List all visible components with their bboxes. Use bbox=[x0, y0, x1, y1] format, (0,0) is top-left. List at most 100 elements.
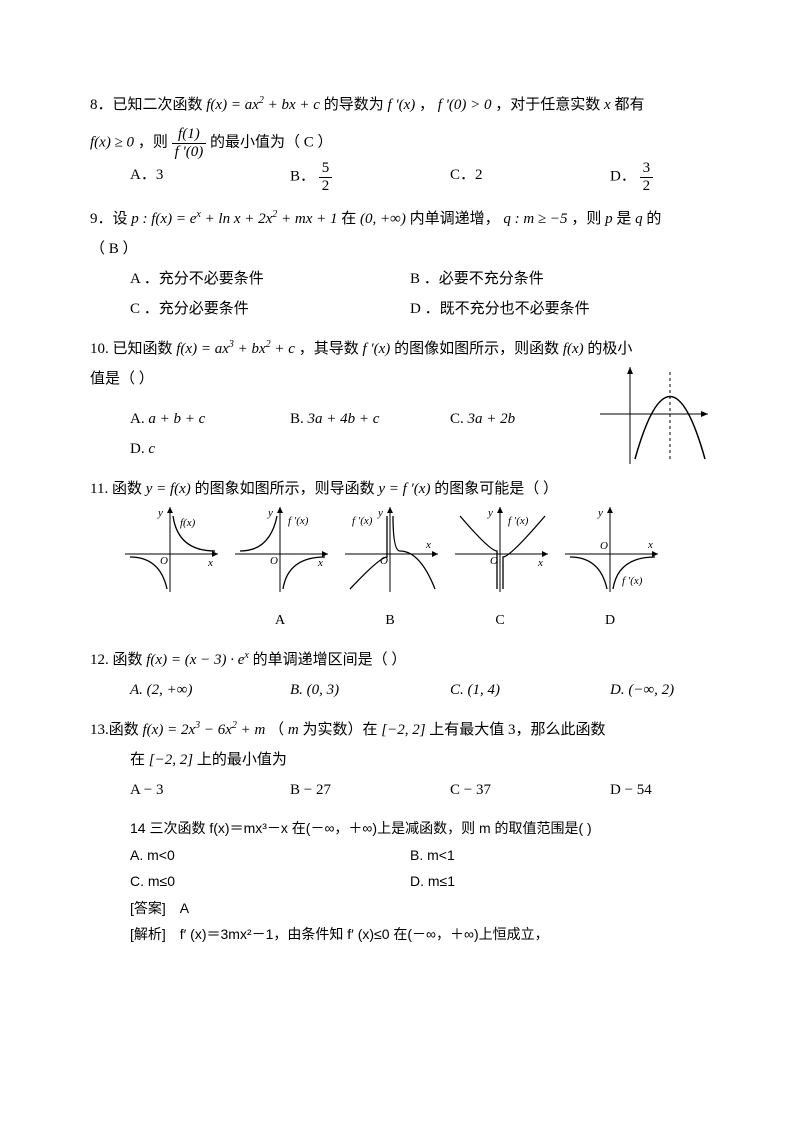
q11-graph-c: f ′(x) O x y bbox=[450, 504, 550, 594]
q12-expr: f(x) = (x − 3) · e bbox=[146, 652, 244, 668]
q8-choice-b-label: B． bbox=[290, 168, 315, 184]
q11-graph-b: f ′(x) O x y bbox=[340, 504, 440, 594]
q10c-v: 3a + 2b bbox=[468, 411, 516, 427]
q10-choices: A. a + b + c B. 3a + 4b + c C. 3a + 2b D… bbox=[90, 404, 590, 464]
q10c-l: C. bbox=[450, 411, 468, 427]
q10-fprime: f ′(x) bbox=[362, 341, 390, 357]
q13-line2a: 在 bbox=[130, 752, 149, 768]
q14-text: 14 三次函数 f(x)＝mx³－x 在(－∞，＋∞)上是减函数，则 m 的取值… bbox=[130, 815, 710, 842]
q8-choice-a-label: A． bbox=[130, 167, 156, 183]
q10-text-d: 的极小 bbox=[587, 341, 632, 357]
q13-text-b: （ bbox=[269, 722, 288, 738]
q11-expr1: y = f(x) bbox=[146, 481, 191, 497]
q10-text-b: ，其导数 bbox=[299, 341, 363, 357]
q11-graphs: f(x) O x y f ′(x) O x y A bbox=[90, 504, 710, 635]
q8-expr1: f(x) = ax bbox=[206, 97, 259, 113]
svg-text:x: x bbox=[537, 557, 543, 569]
q9-line2: （ B ） bbox=[90, 234, 710, 264]
svg-text:x: x bbox=[647, 539, 653, 551]
q8-choice-d-label: D． bbox=[610, 168, 636, 184]
q8-choice-a-val: 3 bbox=[156, 167, 164, 183]
q8-text-c: ， bbox=[419, 97, 438, 113]
q13-mvar: m bbox=[288, 722, 299, 738]
svg-text:y: y bbox=[267, 507, 273, 519]
question-13: 13.函数 f(x) = 2x3 − 6x2 + m （ m 为实数）在 [−2… bbox=[90, 715, 710, 805]
q9-text-a: 9．设 bbox=[90, 211, 131, 227]
q13-choice-b: B − 27 bbox=[290, 775, 390, 805]
q10-expr-c: + c bbox=[271, 341, 295, 357]
q8-text-a: 8．已知二次函数 bbox=[90, 97, 206, 113]
q8-line2c: 的最小值为（ C ） bbox=[210, 134, 333, 150]
q10a-l: A. bbox=[130, 411, 148, 427]
q8-line2b: ，则 bbox=[138, 134, 172, 150]
q8-choice-b-den: 2 bbox=[319, 178, 333, 195]
q8-choice-b-num: 5 bbox=[319, 160, 333, 178]
q12-choice-a: A. (2, +∞) bbox=[130, 675, 230, 705]
q11-text-a: 11. 函数 bbox=[90, 481, 146, 497]
q10-parabola-graph bbox=[600, 364, 710, 464]
q13-expr: f(x) = 2x bbox=[143, 722, 196, 738]
q13-exprb: − 6x bbox=[200, 722, 232, 738]
q10-text-c: 的图像如图所示，则函数 bbox=[394, 341, 563, 357]
q14-choice-b: B. m<1 bbox=[410, 842, 630, 869]
q8-text-b: 的导数为 bbox=[324, 97, 388, 113]
q12-choice-b: B. (0, 3) bbox=[290, 675, 390, 705]
q8-line2a: f(x) ≥ 0 bbox=[90, 134, 134, 150]
question-12: 12. 函数 f(x) = (x − 3) · ex 的单调递增区间是（ ） A… bbox=[90, 645, 710, 705]
q9-q-label: q : m ≥ −5 bbox=[503, 211, 567, 227]
svg-text:f ′(x): f ′(x) bbox=[352, 515, 373, 527]
q8-expr3: f '(0) > 0 bbox=[438, 97, 492, 113]
q13-line2-int: [−2, 2] bbox=[149, 752, 193, 768]
svg-text:f ′(x): f ′(x) bbox=[288, 515, 309, 527]
q14-choice-d: D. m≤1 bbox=[410, 868, 630, 895]
svg-text:y: y bbox=[597, 507, 603, 519]
q13-text-c: 为实数）在 bbox=[302, 722, 381, 738]
q14-choices: A. m<0 B. m<1 C. m≤0 D. m≤1 bbox=[130, 842, 710, 895]
question-8: 8．已知二次函数 f(x) = ax 2 + bx + c 的导数为 f '(x)… bbox=[90, 90, 710, 194]
question-11: 11. 函数 y = f(x) 的图象如图所示，则导函数 y = f ′(x) … bbox=[90, 474, 710, 635]
q11-text-b: 的图象如图所示，则导函数 bbox=[195, 481, 379, 497]
q11-label-d: D bbox=[560, 607, 660, 635]
q8-choice-d-num: 3 bbox=[640, 160, 654, 178]
q9-choice-d: D ．既不充分也不必要条件 bbox=[410, 294, 630, 324]
q9-choice-a: A ．充分不必要条件 bbox=[130, 264, 350, 294]
q14-choice-a: A. m<0 bbox=[130, 842, 350, 869]
q8-expr1b: + bx + c bbox=[264, 97, 320, 113]
q13-line2b: 上的最小值为 bbox=[197, 752, 287, 768]
q8-choice-c-val: 2 bbox=[475, 167, 483, 183]
svg-text:f ′(x): f ′(x) bbox=[508, 515, 529, 527]
q8-frac-num: f(1) bbox=[172, 126, 207, 144]
q9-p-label: p : f(x) = e bbox=[131, 211, 196, 227]
svg-text:x: x bbox=[317, 557, 323, 569]
q9-p-rest2: + mx + 1 bbox=[277, 211, 337, 227]
q14-analysis: [解析] f′ (x)＝3mx²－1，由条件知 f′ (x)≤0 在(－∞，＋∞… bbox=[130, 921, 710, 948]
q8-text-d: ，对于任意实数 bbox=[495, 97, 604, 113]
q11-graph-a: f ′(x) O x y bbox=[230, 504, 330, 594]
q10-text-a: 10. 已知函数 bbox=[90, 341, 176, 357]
question-14: 14 三次函数 f(x)＝mx³－x 在(－∞，＋∞)上是减函数，则 m 的取值… bbox=[90, 815, 710, 948]
q8-frac-den: f '(0) bbox=[172, 144, 207, 161]
q8-expr2: f '(x) bbox=[387, 97, 415, 113]
q10d-v: c bbox=[148, 441, 155, 457]
q8-choices: A．3 B． 52 C．2 D． 32 bbox=[90, 160, 710, 194]
q11-label-b: B bbox=[340, 607, 440, 635]
svg-text:f ′(x): f ′(x) bbox=[622, 575, 643, 587]
svg-text:f(x): f(x) bbox=[180, 517, 196, 529]
svg-text:O: O bbox=[160, 555, 168, 567]
q9-text-c: 内单调递增， bbox=[410, 211, 504, 227]
svg-text:x: x bbox=[425, 539, 431, 551]
q11-label-a: A bbox=[230, 607, 330, 635]
q13-choice-c: C − 37 bbox=[450, 775, 550, 805]
svg-text:O: O bbox=[270, 555, 278, 567]
q9-text-f: 的 bbox=[646, 211, 661, 227]
q8-choice-d-den: 2 bbox=[640, 178, 654, 195]
q8-text-e: 都有 bbox=[614, 97, 644, 113]
q13-exprc: + m bbox=[237, 722, 265, 738]
svg-text:y: y bbox=[157, 507, 163, 519]
q11-graph-fx: f(x) O x y bbox=[120, 504, 220, 594]
question-9: 9．设 p : f(x) = ex + ln x + 2x2 + mx + 1 … bbox=[90, 204, 710, 324]
q9-choice-b: B ．必要不充分条件 bbox=[410, 264, 630, 294]
q9-qvar: q bbox=[635, 211, 643, 227]
q13-text-a: 13.函数 bbox=[90, 722, 143, 738]
q9-text-e: 是 bbox=[616, 211, 635, 227]
